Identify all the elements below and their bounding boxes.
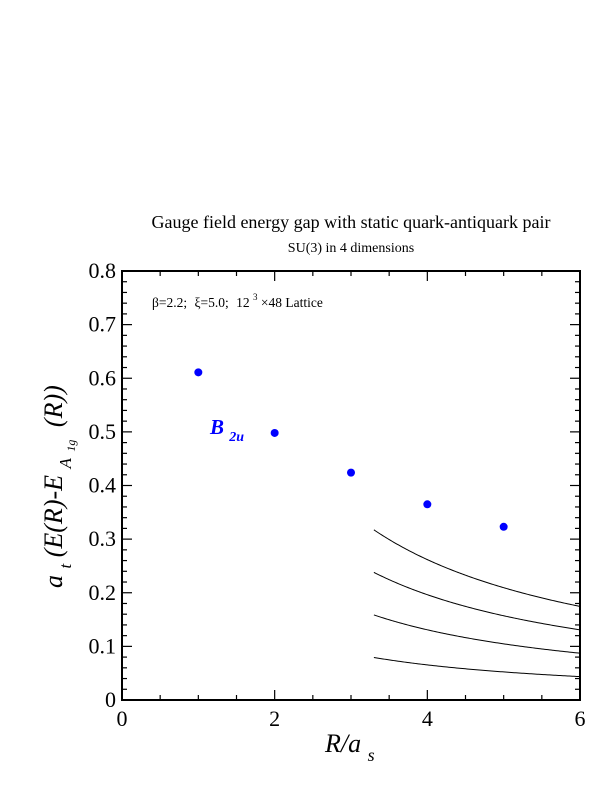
y-axis-label: a t (E(R)-E A 1g (R)) <box>39 385 81 588</box>
data-points <box>194 368 508 531</box>
chart-subtitle: SU(3) in 4 dimensions <box>287 241 415 256</box>
annotation: β=2.2; ξ=5.0; 12 3 ×48 Lattice <box>152 288 323 310</box>
y-tick-label: 0.8 <box>89 258 117 283</box>
reference-curve <box>373 571 581 631</box>
series-label: B 2u <box>209 415 244 445</box>
x-tick-label: 2 <box>269 706 280 731</box>
y-tick-label: 0.2 <box>89 580 117 605</box>
reference-curve <box>373 656 581 678</box>
series-label-main: B <box>209 415 224 439</box>
y-tick-label: 0.7 <box>89 312 117 337</box>
reference-curve <box>373 529 581 607</box>
annotation-lattice-rest: ×48 Lattice <box>261 295 323 310</box>
y-tick-label: 0.3 <box>89 526 117 551</box>
data-point <box>499 522 508 531</box>
x-tick-label: 6 <box>575 706 586 731</box>
y-tick-label: 0.6 <box>89 365 117 390</box>
chart-title: Gauge field energy gap with static quark… <box>151 212 551 232</box>
annotation-beta: β=2.2; <box>152 295 187 310</box>
y-tick-label: 0.4 <box>89 473 117 498</box>
data-point <box>194 368 203 377</box>
y-axis-label-sub1: A <box>56 457 75 469</box>
series-label-sub: 2u <box>228 430 244 445</box>
x-axis-label-main: R/a <box>324 729 361 758</box>
data-point <box>270 428 279 437</box>
y-axis-label-mid: (E(R)-E <box>39 475 68 557</box>
annotation-xi: ξ=5.0; <box>194 295 228 310</box>
y-axis-label-sub2: 1g <box>64 440 78 452</box>
y-axis-label-prefix: a <box>39 575 68 588</box>
tick-labels: 0 2 4 6 0 0.1 0.2 0.3 0.4 0.5 0.6 0.7 0.8 <box>89 258 586 731</box>
x-axis-label: R/a s <box>324 729 375 765</box>
x-tick-label: 0 <box>117 706 128 731</box>
y-tick-label: 0.5 <box>89 419 117 444</box>
data-point <box>423 500 432 509</box>
reference-curves <box>373 529 581 678</box>
plot-frame <box>121 270 581 701</box>
data-point <box>347 468 355 477</box>
x-axis-label-sub: s <box>368 745 375 765</box>
y-axis-label-suffix: (R)) <box>39 385 68 427</box>
axis-ticks <box>121 270 581 701</box>
y-tick-label: 0.1 <box>89 633 117 658</box>
annotation-lattice-base: 12 <box>236 295 250 310</box>
x-tick-label: 4 <box>422 706 433 731</box>
y-axis-label-prefix-sub: t <box>56 563 75 569</box>
y-tick-label: 0 <box>105 687 116 712</box>
annotation-lattice-exp: 3 <box>253 292 258 302</box>
reference-curve <box>373 614 581 654</box>
